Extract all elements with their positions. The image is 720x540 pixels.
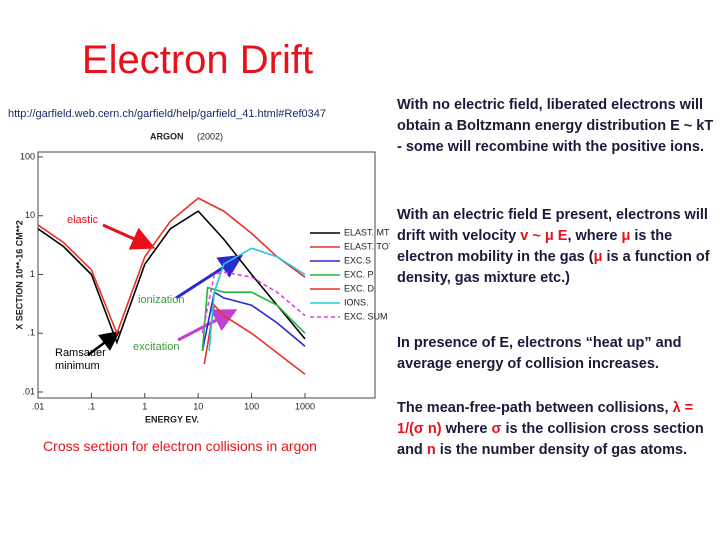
text-run: is the collision cross section and xyxy=(397,421,704,458)
x-axis-label: ENERGY EV. xyxy=(145,414,199,424)
slide-title: Electron Drift xyxy=(81,38,314,82)
text-run: The mean-free-path between collisions, xyxy=(397,400,673,416)
text-run: μ xyxy=(593,249,603,265)
text-run: is the electron mobility in the gas ( xyxy=(397,228,673,265)
chart-subtitle: (2002) xyxy=(197,131,223,141)
y-tick-label: .1 xyxy=(27,328,35,338)
series-line xyxy=(208,247,306,351)
arrow xyxy=(175,254,244,300)
x-tick-label: .01 xyxy=(32,401,45,411)
y-axis-label: X SECTION 10**-16 CM**2 xyxy=(14,220,24,330)
text-run: , where xyxy=(567,228,622,244)
text-run: λ = 1/(σ n) xyxy=(397,400,694,437)
arrow xyxy=(87,331,120,356)
annotation: Ramsauer minimum xyxy=(55,347,106,372)
paragraph: The mean-free-path between collisions, λ… xyxy=(397,398,715,461)
text-run: In presence of E, electrons “heat up” an… xyxy=(397,335,682,372)
y-tick-label: .01 xyxy=(22,386,35,396)
legend-label: ELAST. MT xyxy=(344,227,390,237)
series-line xyxy=(201,286,306,351)
arrow xyxy=(102,223,156,250)
text-run: μ xyxy=(621,228,631,244)
x-tick-label: 1000 xyxy=(295,401,315,411)
text-run: is a function of density, gas mixture et… xyxy=(397,249,710,286)
series-line xyxy=(38,210,306,345)
annotation: excitation xyxy=(133,341,179,353)
series-line xyxy=(203,303,306,375)
x-tick-label: .1 xyxy=(88,401,96,411)
cross-section-chart: ARGON (2002) ENERGY EV. X SECTION 10**-1… xyxy=(14,131,390,424)
paragraph: In presence of E, electrons “heat up” an… xyxy=(397,333,715,375)
y-tick-label: 100 xyxy=(20,151,35,161)
legend-label: EXC.S xyxy=(344,255,371,265)
chart-title: ARGON xyxy=(150,131,184,141)
x-tick-label: 1 xyxy=(142,401,147,411)
annotation: ionization xyxy=(138,294,184,306)
annotation: elastic xyxy=(67,214,99,226)
legend-label: ELAST. TOT xyxy=(344,241,390,251)
paragraph: With no electric field, liberated electr… xyxy=(397,95,715,158)
legend-label: IONS. xyxy=(344,297,369,307)
series-line xyxy=(201,271,306,334)
text-run: With no electric field, liberated electr… xyxy=(397,97,714,155)
y-tick-label: 10 xyxy=(25,210,35,220)
paragraph: With an electric field E present, electr… xyxy=(397,205,715,289)
y-tick-label: 1 xyxy=(30,269,35,279)
series-line xyxy=(38,197,306,336)
legend-label: EXC. D xyxy=(344,283,375,293)
series-line xyxy=(201,290,306,352)
text-run: v ~ μ E xyxy=(520,228,568,244)
x-tick-label: 10 xyxy=(193,401,203,411)
text-run: is the number density of gas atoms. xyxy=(435,442,688,458)
legend-label: EXC. P xyxy=(344,269,374,279)
text-run: σ xyxy=(491,421,502,437)
text-run: n xyxy=(426,442,436,458)
source-url: http://garfield.web.cern.ch/garfield/hel… xyxy=(8,108,326,120)
text-run: where xyxy=(441,421,492,437)
figure-caption: Cross section for electron collisions in… xyxy=(43,438,317,454)
x-tick-label: 100 xyxy=(244,401,259,411)
legend-label: EXC. SUM xyxy=(344,311,388,321)
text-run: With an electric field E present, electr… xyxy=(397,207,708,244)
